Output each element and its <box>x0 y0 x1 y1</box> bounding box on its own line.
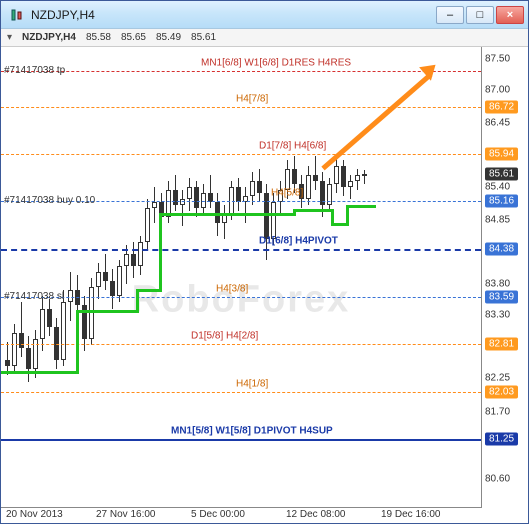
level-label: MN1[6/8] W1[6/8] D1RES H4RES <box>201 58 351 69</box>
window-title: NZDJPY,H4 <box>31 8 436 22</box>
ohlc-l: 85.49 <box>156 32 181 43</box>
x-tick-label: 27 Nov 16:00 <box>96 509 156 520</box>
level-line <box>1 439 481 441</box>
ohlc-bar: ▾ NZDJPY,H4 85.58 85.65 85.49 85.61 <box>1 29 528 47</box>
level-line <box>1 249 481 251</box>
level-line <box>1 297 481 298</box>
close-button[interactable]: × <box>496 6 524 24</box>
y-tick-label: 80.60 <box>485 473 510 484</box>
candles-layer <box>1 47 481 507</box>
y-tick-label: 87.00 <box>485 84 510 95</box>
order-annotation: #71417038 tp <box>4 65 65 76</box>
y-tick-label: 86.45 <box>485 118 510 129</box>
level-label: MN1[5/8] W1[5/8] D1PIVOT H4SUP <box>171 426 333 437</box>
indicator-step-line <box>159 213 296 216</box>
chart-outer: RoboForex MN1[6/8] W1[6/8] D1RES H4RESH4… <box>1 47 528 507</box>
level-line <box>1 154 481 155</box>
x-axis: 20 Nov 2013 27 Nov 16:00 5 Dec 00:00 12 Dec… <box>1 507 482 523</box>
y-level-label: 81.25 <box>485 433 518 446</box>
indicator-step-line <box>346 206 349 224</box>
x-tick-label: 19 Dec 16:00 <box>381 509 441 520</box>
level-label: D1[7/8] H4[6/8] <box>259 141 326 152</box>
y-tick-label: 81.70 <box>485 406 510 417</box>
chart-plot-area[interactable]: RoboForex MN1[6/8] W1[6/8] D1RES H4RESH4… <box>1 47 482 507</box>
indicator-step-line <box>76 312 79 373</box>
y-level-label: 84.38 <box>485 242 518 255</box>
y-level-label: 85.61 <box>485 168 518 181</box>
indicator-step-line <box>76 310 139 313</box>
y-tick-label: 85.40 <box>485 181 510 192</box>
y-level-label: 82.03 <box>485 385 518 398</box>
y-level-label: 86.72 <box>485 100 518 113</box>
level-line <box>1 344 481 345</box>
y-tick-label: 84.85 <box>485 215 510 226</box>
level-label: H4[3/8] <box>216 283 248 294</box>
indicator-step-line <box>346 205 376 208</box>
indicator-step-line <box>136 290 139 311</box>
x-tick-label: 12 Dec 08:00 <box>286 509 346 520</box>
indicator-step-line <box>159 214 162 290</box>
level-label: D1[5/8] H4[2/8] <box>191 331 258 342</box>
level-label: H4[5/8] <box>271 188 303 199</box>
chart-window: NZDJPY,H4 – □ × ▾ NZDJPY,H4 85.58 85.65 … <box>0 0 529 524</box>
y-tick-label: 83.80 <box>485 279 510 290</box>
indicator-step-line <box>293 209 334 212</box>
y-level-label: 85.16 <box>485 195 518 208</box>
level-label: H4[7/8] <box>236 93 268 104</box>
y-tick-label: 82.25 <box>485 373 510 384</box>
maximize-button[interactable]: □ <box>466 6 494 24</box>
ohlc-c: 85.61 <box>191 32 216 43</box>
level-label: H4[1/8] <box>236 378 268 389</box>
x-tick-label: 5 Dec 00:00 <box>191 509 245 520</box>
y-level-label: 83.59 <box>485 290 518 303</box>
level-line <box>1 71 481 72</box>
y-tick-label: 83.30 <box>485 309 510 320</box>
indicator-step-line <box>1 371 79 374</box>
ohlc-o: 85.58 <box>86 32 111 43</box>
level-line <box>1 107 481 108</box>
level-line <box>1 392 481 393</box>
symbol-tf: NZDJPY,H4 <box>22 32 76 43</box>
candlestick-icon <box>9 7 25 23</box>
ohlc-h: 85.65 <box>121 32 146 43</box>
window-buttons: – □ × <box>436 6 524 24</box>
order-annotation: #71417038 sl <box>4 291 64 302</box>
titlebar[interactable]: NZDJPY,H4 – □ × <box>1 1 528 29</box>
order-annotation: #71417038 buy 0.10 <box>4 195 95 206</box>
y-level-label: 82.81 <box>485 338 518 351</box>
minimize-button[interactable]: – <box>436 6 464 24</box>
y-axis: 87.50 87.00 86.45 85.40 84.85 83.80 83.30 82.25… <box>482 47 528 507</box>
y-tick-label: 87.50 <box>485 54 510 65</box>
y-level-label: 85.94 <box>485 148 518 161</box>
level-label: D1[6/8] H4PIVOT <box>259 235 338 246</box>
x-tick-label: 20 Nov 2013 <box>6 509 63 520</box>
